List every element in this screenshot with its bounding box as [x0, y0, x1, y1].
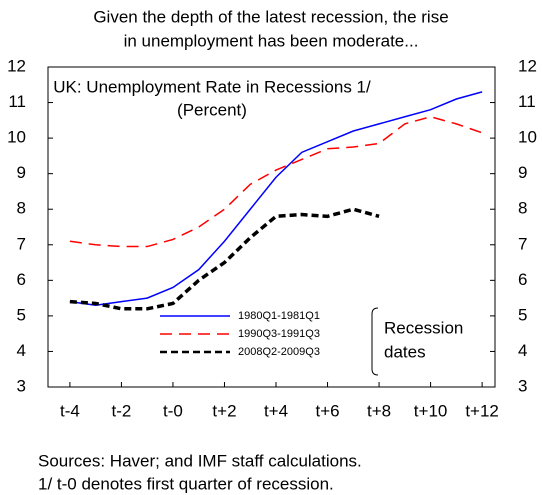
y-tick-label: 5 — [17, 305, 26, 324]
chart-subtitle: (Percent) — [177, 100, 247, 119]
plot-frame — [47, 66, 496, 388]
y2-tick-label: 12 — [518, 56, 537, 75]
footnote: 1/ t-0 denotes first quarter of recessio… — [38, 474, 334, 493]
legend-label: 2008Q2-2009Q3 — [238, 346, 320, 358]
x-tick-label: t-4 — [60, 401, 80, 420]
y-tick-label: 9 — [17, 163, 26, 182]
y2-tick-label: 4 — [518, 341, 527, 360]
series-line — [69, 91, 483, 306]
y2-tick-label: 8 — [518, 199, 527, 218]
legend-label: 1980Q1-1981Q1 — [238, 310, 320, 322]
y-tick-label: 11 — [8, 92, 26, 111]
legend-bracket — [371, 307, 379, 376]
chart-subtitle: UK: Unemployment Rate in Recessions 1/ — [53, 77, 371, 96]
y-tick-label: 8 — [17, 199, 26, 218]
y2-tick-label: 7 — [518, 234, 527, 253]
legend-title: Recession — [384, 318, 463, 337]
x-tick-label: t+4 — [264, 401, 288, 420]
y-tick-label: 7 — [17, 234, 26, 253]
x-tick-label: t-2 — [112, 401, 132, 420]
x-tick-label: t-0 — [163, 401, 183, 420]
x-tick-label: t+6 — [315, 401, 339, 420]
x-tick-label: t+2 — [212, 401, 236, 420]
legend-title: dates — [384, 342, 426, 361]
y2-tick-label: 10 — [518, 128, 537, 147]
y2-tick-label: 9 — [518, 163, 527, 182]
footnote: Sources: Haver; and IMF staff calculatio… — [38, 451, 362, 470]
chart-title: in unemployment has been moderate... — [124, 31, 419, 50]
y2-tick-label: 5 — [518, 305, 527, 324]
x-tick-label: t+8 — [367, 401, 391, 420]
y-tick-label: 4 — [17, 341, 26, 360]
series-line — [69, 115, 483, 248]
chart-title: Given the depth of the latest recession,… — [93, 7, 448, 26]
y-tick-label: 6 — [17, 270, 26, 289]
y-tick-label: 3 — [17, 376, 26, 395]
x-tick-label: t+12 — [465, 401, 499, 420]
y2-tick-label: 3 — [518, 376, 527, 395]
y-tick-label: 10 — [7, 128, 26, 147]
x-tick-label: t+10 — [414, 401, 448, 420]
y-tick-label: 12 — [7, 56, 26, 75]
legend-label: 1990Q3-1991Q3 — [238, 328, 320, 340]
y2-tick-label: 11 — [518, 92, 536, 111]
y2-tick-label: 6 — [518, 270, 527, 289]
series-line — [69, 207, 380, 311]
